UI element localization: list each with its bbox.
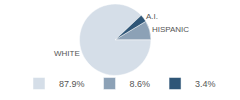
svg-text:A.I.: A.I.	[146, 12, 158, 21]
svg-text:3.4%: 3.4%	[195, 79, 216, 89]
svg-text:WHITE: WHITE	[54, 49, 80, 58]
svg-text:87.9%: 87.9%	[59, 79, 85, 89]
svg-text:8.6%: 8.6%	[130, 79, 151, 89]
svg-text:HISPANIC: HISPANIC	[152, 25, 189, 34]
